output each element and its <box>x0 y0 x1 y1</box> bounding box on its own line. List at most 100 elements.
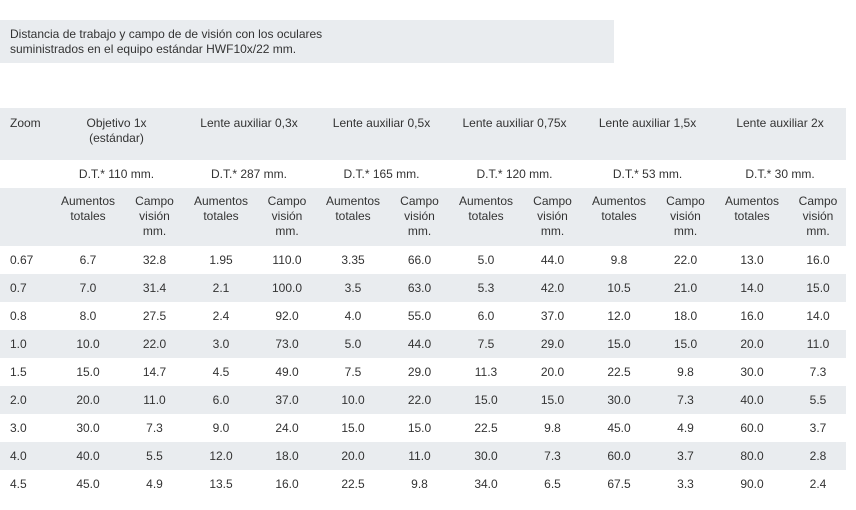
sub-total-magnification: Aumentos totales <box>183 188 259 246</box>
table-row: 4.5 45.0 4.9 13.5 16.0 22.5 9.8 34.0 6.5 67.5 3.3 9… <box>0 470 847 498</box>
total-magnification-value: 9.0 <box>183 414 259 442</box>
field-of-view-value: 21.0 <box>657 274 715 302</box>
field-of-view-value: 44.0 <box>524 246 582 274</box>
field-of-view-value: 3.7 <box>657 442 715 470</box>
sub-label-line: visión <box>404 209 435 223</box>
sub-label-line: visión <box>271 209 303 223</box>
field-of-view-value: 3.3 <box>657 470 715 498</box>
total-magnification-value: 20.0 <box>50 386 126 414</box>
lens-note: (estándar) <box>89 131 144 145</box>
field-of-view-value: 32.8 <box>126 246 183 274</box>
total-magnification-value: 6.7 <box>50 246 126 274</box>
sub-total-magnification: Aumentos totales <box>714 188 791 246</box>
lens-name: Objetivo 1x <box>86 116 147 130</box>
sub-field-of-view: Campo visión mm. <box>391 188 448 246</box>
total-magnification-value: 6.0 <box>183 386 259 414</box>
field-of-view-value: 73.0 <box>259 330 315 358</box>
sub-label-line: Campo <box>135 194 174 208</box>
field-of-view-value: 15.0 <box>790 274 847 302</box>
table-row: 2.0 20.0 11.0 6.0 37.0 10.0 22.0 15.0 15.0 30.0 7.… <box>0 386 847 414</box>
total-magnification-value: 60.0 <box>581 442 658 470</box>
sub-label-line: Aumentos <box>725 194 780 208</box>
total-magnification-value: 1.95 <box>183 246 259 274</box>
total-magnification-value: 12.0 <box>183 442 259 470</box>
sub-label-line: totales <box>468 209 504 223</box>
table-row: 0.8 8.0 27.5 2.4 92.0 4.0 55.0 6.0 37.0 12.0 18.0 1… <box>0 302 847 330</box>
zoom-value: 1.0 <box>0 330 50 358</box>
working-distance-row: D.T.* 110 mm. D.T.* 287 mm. D.T.* 165 mm. D… <box>0 160 847 188</box>
total-magnification-value: 7.5 <box>448 330 524 358</box>
sub-label-line: Aumentos <box>592 194 647 208</box>
total-magnification-value: 22.5 <box>315 470 391 498</box>
total-magnification-value: 10.0 <box>315 386 391 414</box>
total-magnification-value: 7.0 <box>50 274 126 302</box>
total-magnification-value: 14.0 <box>714 274 791 302</box>
total-magnification-value: 40.0 <box>714 386 791 414</box>
field-of-view-value: 37.0 <box>524 302 582 330</box>
lens-name: Lente auxiliar 2x <box>736 116 824 130</box>
sub-label-line: visión <box>802 209 834 223</box>
zoom-value: 2.0 <box>0 386 50 414</box>
field-of-view-value: 2.4 <box>790 470 847 498</box>
total-magnification-value: 10.5 <box>581 274 658 302</box>
lens-header-2: Lente auxiliar 0,5x <box>315 108 448 160</box>
sub-blank <box>0 188 50 246</box>
sub-label-line: Aumentos <box>60 194 116 208</box>
zoom-value: 3.0 <box>0 414 50 442</box>
total-magnification-value: 34.0 <box>448 470 524 498</box>
sub-label-line: Campo <box>533 194 572 208</box>
total-magnification-value: 67.5 <box>581 470 658 498</box>
field-of-view-value: 15.0 <box>391 414 448 442</box>
sub-label-line: Aumentos <box>458 194 514 208</box>
sub-label-line: mm. <box>142 224 167 238</box>
total-magnification-value: 30.0 <box>714 358 791 386</box>
field-of-view-value: 29.0 <box>524 330 582 358</box>
field-of-view-value: 66.0 <box>391 246 448 274</box>
lens-header-3: Lente auxiliar 0,75x <box>448 108 582 160</box>
header-row: Zoom Objetivo 1x (estándar) Lente auxiliar… <box>0 108 847 160</box>
field-of-view-value: 9.8 <box>657 358 715 386</box>
table-row: 4.0 40.0 5.5 12.0 18.0 20.0 11.0 30.0 7.3 60.0 3.7… <box>0 442 847 470</box>
dt-blank <box>0 160 50 188</box>
lens-header-0: Objetivo 1x (estándar) <box>50 108 183 160</box>
working-distance-2: D.T.* 165 mm. <box>315 160 448 188</box>
working-distance-5: D.T.* 30 mm. <box>714 160 847 188</box>
total-magnification-value: 12.0 <box>581 302 658 330</box>
total-magnification-value: 3.5 <box>315 274 391 302</box>
total-magnification-value: 13.0 <box>714 246 791 274</box>
total-magnification-value: 5.0 <box>315 330 391 358</box>
table-row: 0.67 6.7 32.8 1.95 110.0 3.35 66.0 5.0 44.0 9.8 22… <box>0 246 847 274</box>
sub-label-line: visión <box>670 209 701 223</box>
sub-label-line: totales <box>203 209 239 223</box>
sub-label-line: totales <box>734 209 770 223</box>
field-of-view-value: 55.0 <box>391 302 448 330</box>
field-of-view-value: 37.0 <box>259 386 315 414</box>
total-magnification-value: 60.0 <box>714 414 791 442</box>
field-of-view-value: 31.4 <box>126 274 183 302</box>
sub-label-line: mm. <box>673 224 698 238</box>
sub-field-of-view: Campo visión mm. <box>657 188 715 246</box>
sub-field-of-view: Campo visión mm. <box>126 188 183 246</box>
field-of-view-value: 24.0 <box>259 414 315 442</box>
lens-name: Lente auxiliar 0,75x <box>462 116 567 130</box>
field-of-view-value: 7.3 <box>790 358 847 386</box>
total-magnification-value: 80.0 <box>714 442 791 470</box>
total-magnification-value: 8.0 <box>50 302 126 330</box>
total-magnification-value: 22.5 <box>581 358 658 386</box>
total-magnification-value: 9.8 <box>581 246 658 274</box>
sub-label-line: mm. <box>275 224 299 238</box>
total-magnification-value: 16.0 <box>714 302 791 330</box>
field-of-view-value: 3.7 <box>790 414 847 442</box>
total-magnification-value: 3.0 <box>183 330 259 358</box>
sub-label-line: totales <box>70 209 106 223</box>
total-magnification-value: 2.1 <box>183 274 259 302</box>
total-magnification-value: 5.0 <box>448 246 524 274</box>
sub-total-magnification: Aumentos totales <box>448 188 524 246</box>
total-magnification-value: 4.0 <box>315 302 391 330</box>
sub-label-line: mm. <box>407 224 432 238</box>
sub-label-line: mm. <box>540 224 565 238</box>
total-magnification-value: 30.0 <box>50 414 126 442</box>
working-distance-1: D.T.* 287 mm. <box>183 160 315 188</box>
sub-label-line: visión <box>139 209 170 223</box>
zoom-value: 1.5 <box>0 358 50 386</box>
